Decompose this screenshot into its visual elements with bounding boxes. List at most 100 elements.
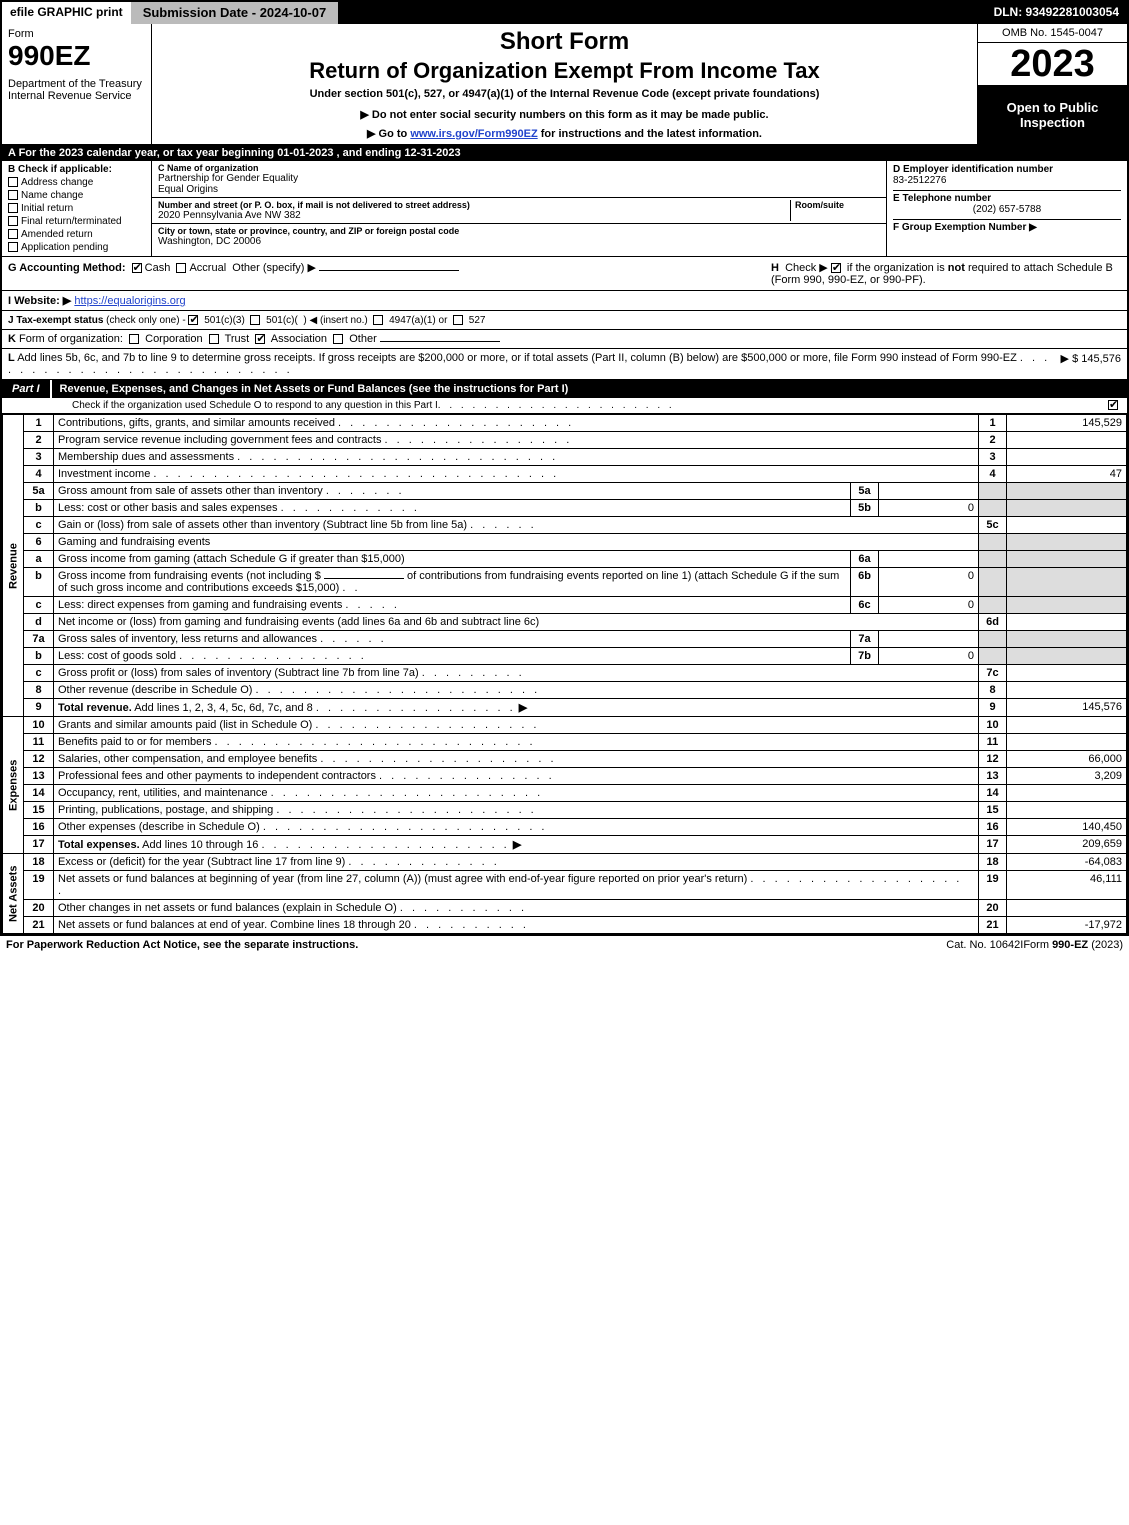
row-g-h: G Accounting Method: Cash Accrual Other … (2, 257, 1127, 291)
org-name-hdr: C Name of organization (158, 163, 880, 173)
table-row: b Gross income from fundraising events (… (3, 568, 1127, 597)
city-value: Washington, DC 20006 (158, 236, 880, 247)
col-b-header: B Check if applicable: (8, 164, 145, 175)
city-block: City or town, state or province, country… (152, 224, 886, 249)
part-i-table: Revenue 1 Contributions, gifts, grants, … (2, 414, 1127, 934)
part-i-sub-text: Check if the organization used Schedule … (72, 400, 438, 411)
ein-value: 83-2512276 (893, 175, 1121, 186)
table-row: 21 Net assets or fund balances at end of… (3, 917, 1127, 934)
table-row: b Less: cost of goods sold . . . . . . .… (3, 648, 1127, 665)
table-row: c Gain or (loss) from sale of assets oth… (3, 517, 1127, 534)
org-name-block: C Name of organization Partnership for G… (152, 161, 886, 198)
chk-address-change[interactable]: Address change (8, 177, 145, 188)
header-right: OMB No. 1545-0047 2023 Open to Public In… (977, 24, 1127, 144)
table-row: 5a Gross amount from sale of assets othe… (3, 483, 1127, 500)
table-row: Expenses 10 Grants and similar amounts p… (3, 717, 1127, 734)
checkbox-icon (8, 229, 18, 239)
revenue-sidelabel: Revenue (3, 415, 24, 717)
table-row: 6 Gaming and fundraising events (3, 534, 1127, 551)
table-row: 11 Benefits paid to or for members . . .… (3, 734, 1127, 751)
open-to-public: Open to Public Inspection (978, 85, 1127, 144)
checkbox-icon (333, 334, 343, 344)
table-row: 16 Other expenses (describe in Schedule … (3, 819, 1127, 836)
checkbox-icon (373, 315, 383, 325)
row-j: J Tax-exempt status (check only one) - 5… (2, 311, 1127, 330)
table-row: 7a Gross sales of inventory, less return… (3, 631, 1127, 648)
department-label: Department of the Treasury Internal Reve… (8, 78, 145, 102)
table-row: Revenue 1 Contributions, gifts, grants, … (3, 415, 1127, 432)
part-i-tab: Part I (2, 380, 52, 398)
table-row: 15 Printing, publications, postage, and … (3, 802, 1127, 819)
chk-amended-return[interactable]: Amended return (8, 229, 145, 240)
chk-initial-return[interactable]: Initial return (8, 203, 145, 214)
ein-hdr: D Employer identification number (893, 164, 1121, 175)
chk-name-change[interactable]: Name change (8, 190, 145, 201)
checkbox-icon (1108, 400, 1121, 411)
checkbox-icon (8, 203, 18, 213)
address-hdr: Number and street (or P. O. box, if mail… (158, 200, 790, 210)
table-row: 4 Investment income . . . . . . . . . . … (3, 466, 1127, 483)
part-i-title: Revenue, Expenses, and Changes in Net As… (52, 380, 1127, 398)
table-row: c Gross profit or (loss) from sales of i… (3, 665, 1127, 682)
address-value: 2020 Pennsylvania Ave NW 382 (158, 210, 790, 221)
checkbox-icon (176, 263, 186, 273)
table-row: Net Assets 18 Excess or (deficit) for th… (3, 854, 1127, 871)
table-row: 3 Membership dues and assessments . . . … (3, 449, 1127, 466)
table-row: 17 Total expenses. Add lines 10 through … (3, 836, 1127, 854)
h-check: H Check ▶ if the organization is not req… (771, 261, 1121, 286)
column-b: B Check if applicable: Address change Na… (2, 161, 152, 256)
checkbox-icon (453, 315, 463, 325)
footer-mid: Cat. No. 10642I (946, 939, 1023, 951)
expenses-sidelabel: Expenses (3, 717, 24, 854)
table-row: 8 Other revenue (describe in Schedule O)… (3, 682, 1127, 699)
table-row: c Less: direct expenses from gaming and … (3, 597, 1127, 614)
dln-label: DLN: 93492281003054 (986, 2, 1127, 24)
checkbox-icon (209, 334, 219, 344)
chk-application-pending[interactable]: Application pending (8, 242, 145, 253)
short-form-title: Short Form (160, 28, 969, 56)
checkbox-icon (129, 334, 139, 344)
goto-prefix: ▶ Go to (367, 128, 410, 140)
footer-left: For Paperwork Reduction Act Notice, see … (6, 939, 946, 951)
table-row: b Less: cost or other basis and sales ex… (3, 500, 1127, 517)
org-name-2: Equal Origins (158, 184, 880, 195)
topbar-spacer (340, 2, 985, 24)
do-not-enter-text: ▶ Do not enter social security numbers o… (160, 108, 969, 121)
table-row: 13 Professional fees and other payments … (3, 768, 1127, 785)
part-i-header: Part I Revenue, Expenses, and Changes in… (2, 380, 1127, 398)
city-hdr: City or town, state or province, country… (158, 226, 880, 236)
checkbox-icon (8, 216, 18, 226)
checkbox-icon (8, 190, 18, 200)
address-left: Number and street (or P. O. box, if mail… (158, 200, 790, 221)
info-row: B Check if applicable: Address change Na… (2, 161, 1127, 257)
group-exemption-block: F Group Exemption Number ▶ (893, 219, 1121, 233)
checkbox-icon (255, 334, 265, 344)
ein-block: D Employer identification number 83-2512… (893, 164, 1121, 186)
table-row: 9 Total revenue. Add lines 1, 2, 3, 4, 5… (3, 699, 1127, 717)
row-l-val: ▶ $ 145,576 (1053, 352, 1121, 376)
return-title: Return of Organization Exempt From Incom… (160, 58, 969, 84)
accounting-method: G Accounting Method: Cash Accrual Other … (8, 261, 771, 286)
website-link[interactable]: https://equalorigins.org (74, 295, 185, 307)
form-container: efile GRAPHIC print Submission Date - 20… (0, 0, 1129, 936)
row-l-text: L Add lines 5b, 6c, and 7b to line 9 to … (8, 352, 1053, 376)
table-row: 20 Other changes in net assets or fund b… (3, 900, 1127, 917)
goto-link[interactable]: www.irs.gov/Form990EZ (410, 128, 537, 140)
row-i: I Website: ▶ https://equalorigins.org (2, 291, 1127, 311)
top-bar: efile GRAPHIC print Submission Date - 20… (2, 2, 1127, 24)
table-row: 14 Occupancy, rent, utilities, and maint… (3, 785, 1127, 802)
phone-hdr: E Telephone number (893, 193, 1121, 204)
checkbox-icon (132, 263, 142, 273)
header-center: Short Form Return of Organization Exempt… (152, 24, 977, 144)
org-name-1: Partnership for Gender Equality (158, 173, 880, 184)
chk-final-return[interactable]: Final return/terminated (8, 216, 145, 227)
header-row: Form 990EZ Department of the Treasury In… (2, 24, 1127, 145)
goto-text: ▶ Go to www.irs.gov/Form990EZ for instru… (160, 127, 969, 140)
table-row: a Gross income from gaming (attach Sched… (3, 551, 1127, 568)
form-number: 990EZ (8, 40, 145, 72)
table-row: 19 Net assets or fund balances at beginn… (3, 871, 1127, 900)
group-exemption-hdr: F Group Exemption Number ▶ (893, 222, 1121, 233)
checkbox-icon (8, 177, 18, 187)
address-block: Number and street (or P. O. box, if mail… (152, 198, 886, 224)
column-d: D Employer identification number 83-2512… (887, 161, 1127, 256)
